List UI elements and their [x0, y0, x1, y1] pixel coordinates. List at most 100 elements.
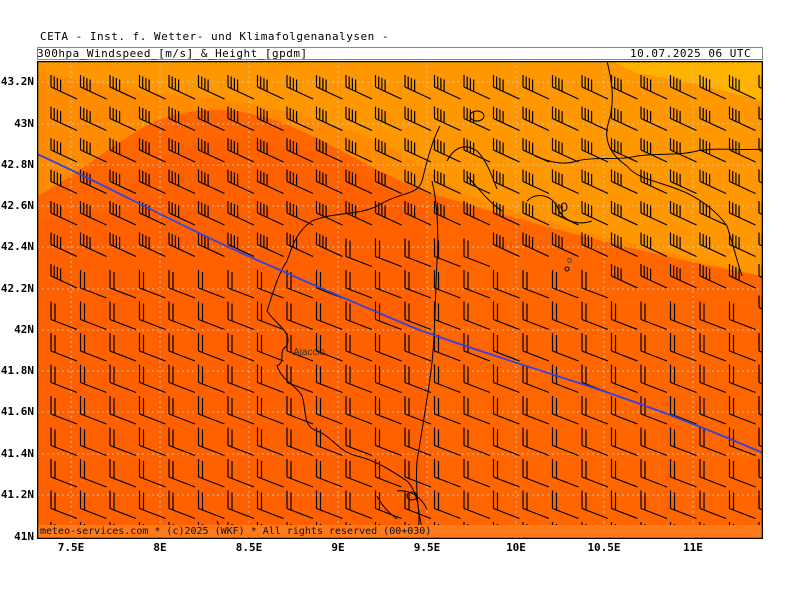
place-label-ajaccio: Ajaccio: [293, 347, 326, 358]
wind-barb: [463, 490, 491, 520]
wind-barb: [79, 106, 107, 132]
wind-barb: [197, 169, 225, 195]
wind-barb: [758, 364, 763, 385]
wind-barb: [109, 396, 137, 425]
wind-barb: [227, 427, 255, 457]
wind-barb: [374, 427, 402, 457]
wind-barb: [728, 201, 756, 226]
wind-barb: [168, 459, 196, 488]
wind-barb: [227, 106, 255, 132]
wind-barb: [168, 201, 196, 226]
wind-barb: [699, 396, 727, 425]
wind-barb: [433, 396, 461, 425]
band-palest: [612, 61, 763, 101]
wind-barb: [728, 333, 756, 362]
wind-barb: [404, 427, 432, 457]
wind-barb: [610, 490, 638, 520]
wind-barb: [197, 396, 225, 425]
wind-barb: [463, 333, 491, 362]
wind-barb: [168, 169, 196, 195]
wind-barb: [315, 364, 343, 394]
wind-barb: [79, 364, 107, 394]
wind-barb: [256, 364, 284, 394]
wind-barb: [581, 138, 609, 163]
wind-barb: [168, 427, 196, 457]
wind-barb: [492, 138, 520, 163]
wind-barb: [79, 138, 107, 163]
wind-barb: [50, 333, 78, 362]
wind-barb: [581, 333, 609, 362]
wind-barb: [669, 459, 697, 488]
wind-barb: [227, 333, 255, 362]
wind-barb: [581, 232, 609, 258]
lat-label: 42.4N: [0, 240, 34, 253]
wind-barb: [581, 169, 609, 195]
wind-barb: [227, 138, 255, 163]
wind-barb: [109, 169, 137, 195]
wind-barb: [728, 396, 756, 425]
wind-barb: [492, 427, 520, 457]
wind-barb: [197, 106, 225, 132]
wind-barb: [374, 301, 402, 331]
wind-barb: [286, 427, 314, 457]
wind-barb: [256, 138, 284, 163]
wind-barb: [640, 301, 668, 331]
wind-barb: [345, 333, 373, 362]
wind-barb: [640, 75, 668, 100]
wind-barb: [522, 490, 550, 520]
lat-label: 41.8N: [0, 364, 34, 377]
wind-barb: [522, 270, 550, 299]
wind-barb: [109, 490, 137, 520]
wind-barb: [758, 459, 763, 480]
wind-barb: [374, 138, 402, 163]
wind-barb: [168, 138, 196, 163]
wind-barb: [315, 490, 343, 520]
wind-barb: [168, 232, 196, 258]
wind-barb: [669, 169, 697, 195]
wind-barb: [728, 106, 756, 132]
wind-barb: [669, 106, 697, 132]
wind-barb: [640, 333, 668, 362]
product-label: 300hpa_Windspeed_[m/s]_&_Height_[gpdm]: [37, 47, 308, 60]
wind-barb: [256, 396, 284, 425]
wind-barb: [669, 364, 697, 394]
wind-barb: [699, 364, 727, 394]
wind-barb: [610, 301, 638, 331]
wind-barb: [581, 201, 609, 226]
wind-barb: [138, 396, 166, 425]
wind-barb: [79, 333, 107, 362]
wind-barb: [197, 201, 225, 226]
wind-barb: [404, 333, 432, 362]
wind-barb: [168, 106, 196, 132]
wind-barb: [286, 459, 314, 488]
wind-barb: [315, 169, 343, 195]
wind-barb: [669, 301, 697, 331]
lat-label: 43.2N: [0, 75, 34, 88]
wind-barb: [79, 459, 107, 488]
wind-barb: [286, 333, 314, 362]
wind-barb: [138, 232, 166, 258]
wind-barb: [610, 169, 638, 195]
wind-barb: [699, 490, 727, 520]
copyright-footer: meteo-services.com * (c)2025 (WKF) * All…: [40, 526, 432, 537]
wind-barb: [109, 364, 137, 394]
wind-barb: [492, 270, 520, 299]
wind-barb: [345, 169, 373, 195]
wind-barb: [79, 490, 107, 520]
wind-barb: [197, 138, 225, 163]
wind-barb: [79, 427, 107, 457]
wind-barb: [109, 427, 137, 457]
wind-barb: [227, 364, 255, 394]
wind-barb: [522, 106, 550, 132]
wind-barb: [433, 270, 461, 299]
wind-barb: [50, 106, 78, 132]
wind-barb: [669, 264, 697, 289]
wind-barb: [669, 201, 697, 226]
lat-label: 41.4N: [0, 447, 34, 460]
wind-barb: [374, 169, 402, 195]
wind-barb: [168, 396, 196, 425]
wind-barb: [758, 396, 763, 417]
wind-barb: [374, 106, 402, 132]
wind-barb: [345, 201, 373, 226]
wind-barb: [345, 396, 373, 425]
